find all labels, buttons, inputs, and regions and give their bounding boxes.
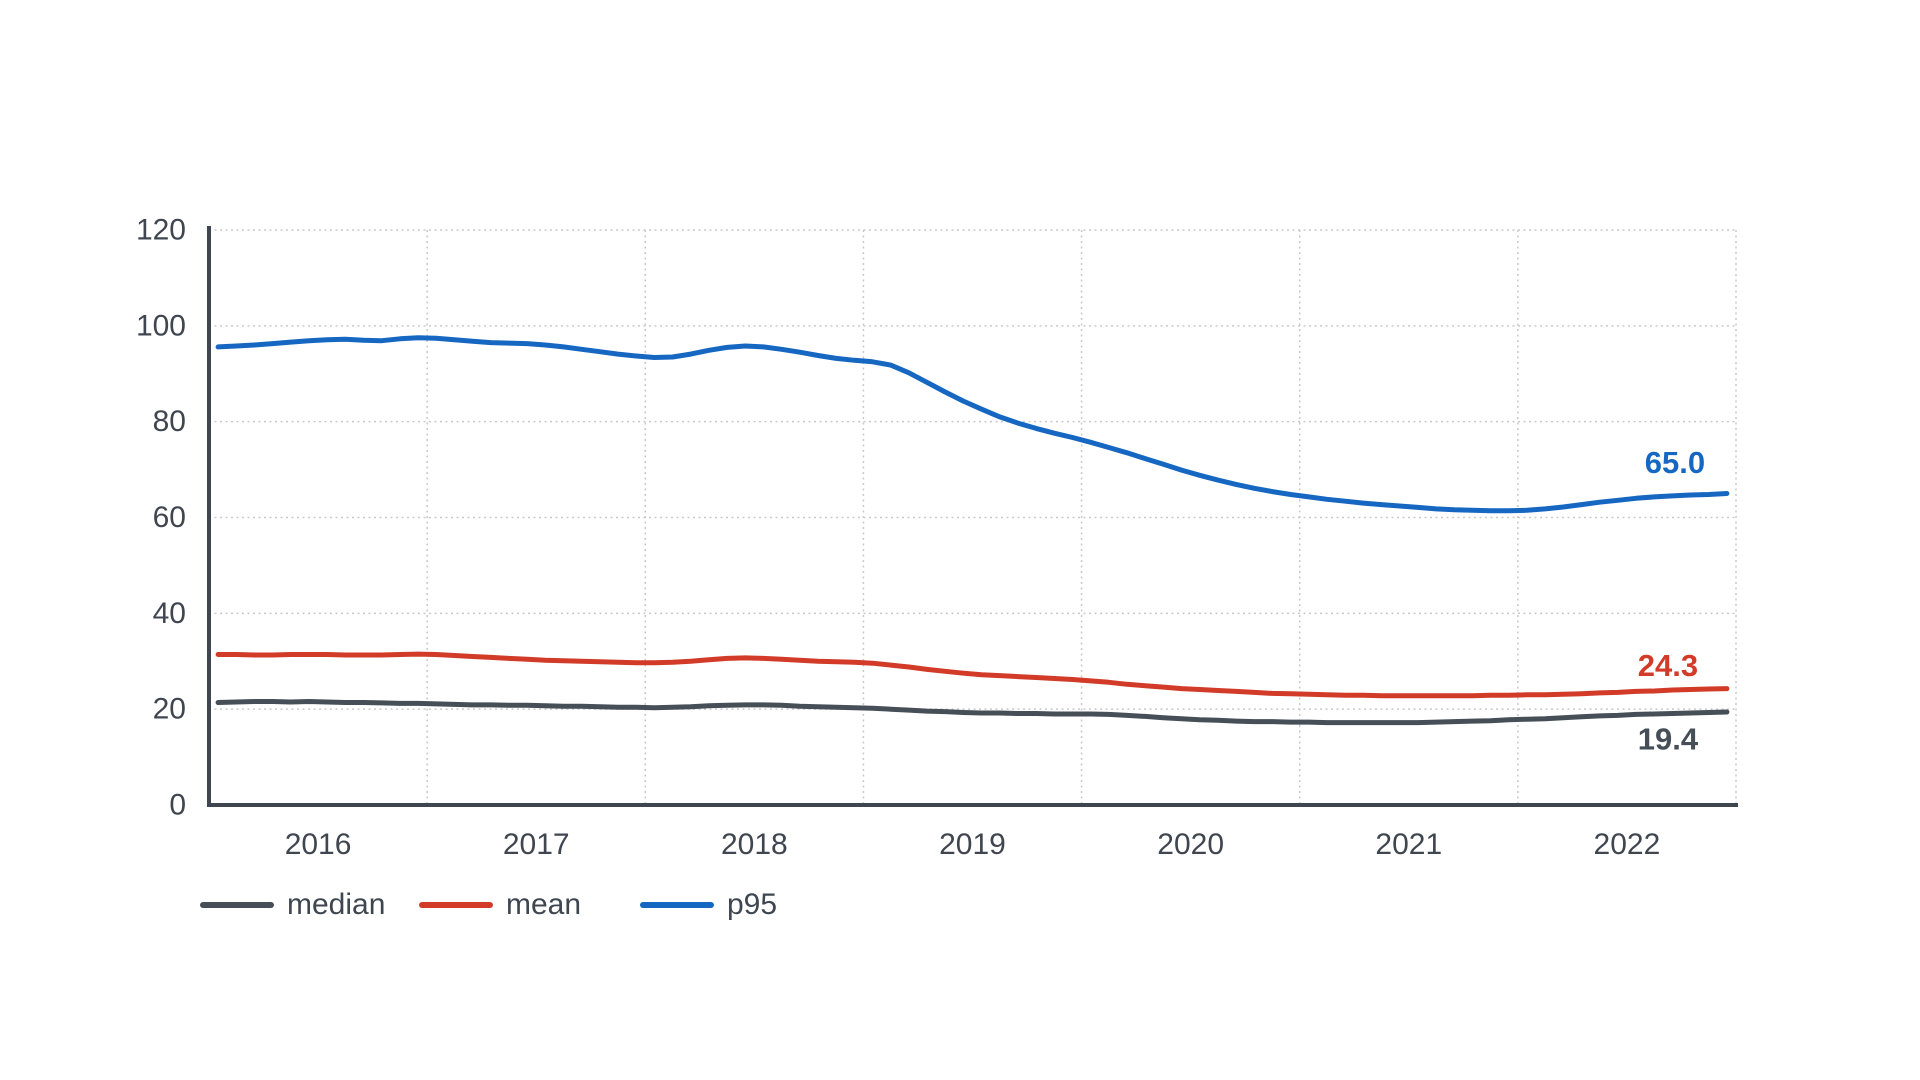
- y-tick-label: 60: [153, 501, 186, 534]
- x-tick-label: 2016: [285, 828, 352, 861]
- x-tick-label: 2018: [721, 828, 788, 861]
- series-line-median: [215, 699, 1730, 726]
- legend-label-mean: mean: [506, 888, 582, 921]
- legend-item-median: median: [200, 889, 385, 921]
- y-tick-label: 20: [153, 693, 186, 726]
- legend-item-mean: mean: [419, 889, 581, 921]
- y-tick-label: 0: [169, 789, 186, 822]
- y-tick-label: 120: [136, 214, 186, 247]
- x-tick-label: 2020: [1157, 828, 1224, 861]
- y-tick-label: 40: [153, 597, 186, 630]
- legend-item-p95: p95: [640, 889, 777, 921]
- legend-swatch-p95: [640, 902, 714, 908]
- legend-swatch-median: [200, 902, 274, 908]
- x-tick-label: 2021: [1375, 828, 1442, 861]
- chart-legend: median mean p95: [0, 889, 1920, 923]
- y-tick-label: 80: [153, 405, 186, 438]
- legend-label-p95: p95: [727, 888, 778, 921]
- series-end-label-mean: 24.3: [1638, 648, 1698, 683]
- x-tick-label: 2017: [503, 828, 570, 861]
- series-end-label-p95: 65.0: [1645, 445, 1705, 480]
- y-tick-label: 100: [136, 309, 186, 342]
- legend-label-median: median: [287, 888, 386, 921]
- series-line-mean: [215, 651, 1730, 699]
- series-line-p95: [215, 335, 1730, 514]
- series-end-label-median: 19.4: [1638, 722, 1699, 757]
- x-tick-label: 2022: [1594, 828, 1661, 861]
- x-tick-label: 2019: [939, 828, 1006, 861]
- legend-swatch-mean: [419, 902, 493, 908]
- axes: [207, 226, 1738, 807]
